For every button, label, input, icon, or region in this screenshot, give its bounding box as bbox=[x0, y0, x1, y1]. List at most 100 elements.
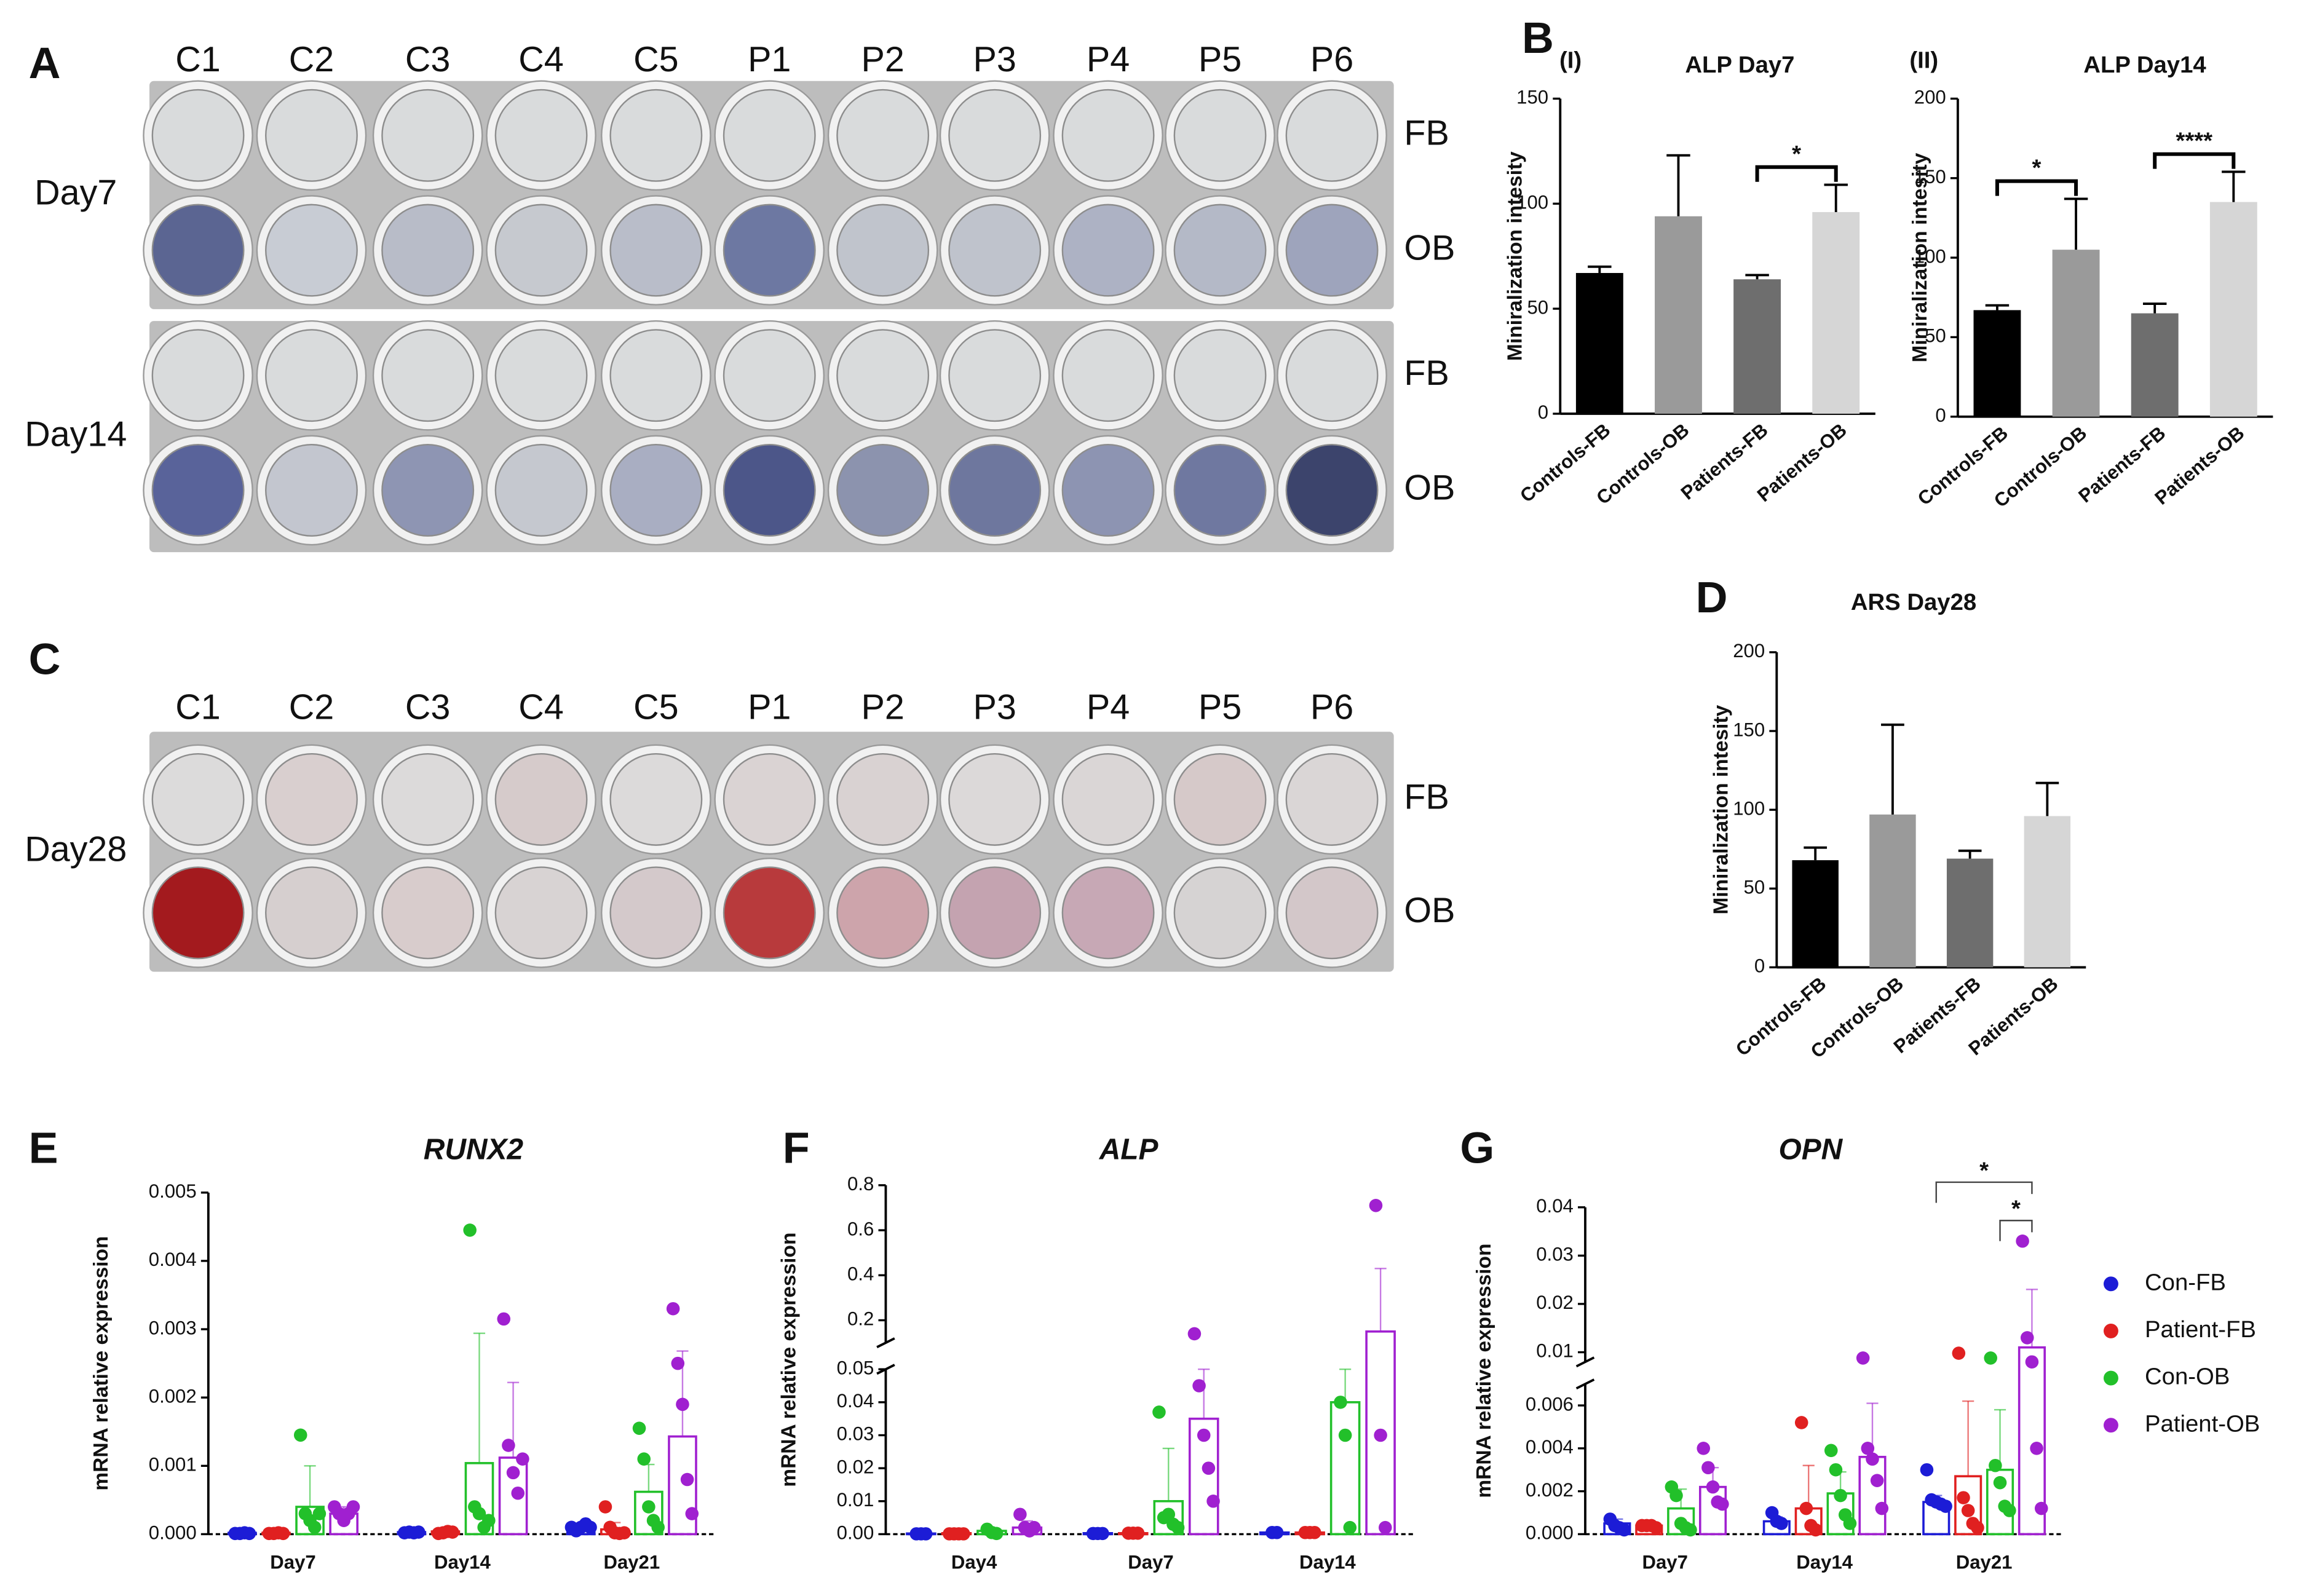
x-tick-label: Day7 bbox=[270, 1552, 315, 1573]
well bbox=[494, 866, 588, 960]
data-point bbox=[1369, 1199, 1383, 1212]
column-label: C3 bbox=[405, 40, 450, 79]
panel-label: D bbox=[1696, 573, 1728, 622]
data-point bbox=[1799, 1501, 1813, 1515]
data-point bbox=[1834, 1488, 1847, 1503]
y-axis-label: mRNA relative expression bbox=[778, 1233, 801, 1487]
data-point bbox=[1939, 1499, 1952, 1513]
column-label: P2 bbox=[861, 40, 905, 79]
well bbox=[151, 866, 245, 960]
well bbox=[265, 444, 358, 537]
well bbox=[265, 753, 358, 846]
y-tick-label: 100 bbox=[1733, 797, 1765, 819]
bar bbox=[1575, 273, 1623, 414]
data-point bbox=[957, 1527, 970, 1541]
column-label: P1 bbox=[748, 687, 791, 727]
chart-label: (I) bbox=[1559, 47, 1582, 74]
bar bbox=[1655, 216, 1702, 414]
data-point bbox=[1706, 1480, 1720, 1494]
bar bbox=[634, 1490, 663, 1536]
y-tick-label: 0.004 bbox=[1526, 1436, 1574, 1458]
well bbox=[265, 866, 358, 960]
well bbox=[494, 89, 588, 182]
well bbox=[1061, 444, 1155, 537]
y-tick-label: 0.2 bbox=[847, 1308, 874, 1330]
data-point bbox=[276, 1527, 290, 1541]
data-point bbox=[617, 1526, 631, 1539]
column-label: C5 bbox=[633, 40, 678, 79]
data-point bbox=[1187, 1327, 1202, 1341]
panel-label: E bbox=[29, 1124, 58, 1173]
data-point bbox=[685, 1507, 699, 1520]
y-axis-label: mRNA relative expression bbox=[90, 1236, 113, 1491]
chart-title: RUNX2 bbox=[424, 1133, 524, 1166]
y-tick-label: 0.03 bbox=[837, 1423, 874, 1445]
data-point bbox=[1202, 1461, 1216, 1475]
data-point bbox=[412, 1525, 426, 1539]
data-point bbox=[2034, 1501, 2048, 1515]
data-point bbox=[1206, 1494, 1220, 1508]
legend-label: Patient-FB bbox=[2145, 1316, 2256, 1343]
data-point bbox=[506, 1466, 520, 1480]
data-point bbox=[651, 1520, 665, 1535]
significance-bracket bbox=[1995, 179, 2078, 196]
well bbox=[836, 203, 930, 297]
x-tick-label: Day7 bbox=[1642, 1552, 1687, 1573]
y-tick-label: 0.02 bbox=[837, 1456, 874, 1477]
well bbox=[836, 444, 930, 537]
data-point bbox=[671, 1356, 685, 1370]
well bbox=[1285, 866, 1379, 960]
well bbox=[723, 444, 816, 537]
data-point bbox=[919, 1527, 933, 1541]
significance-label: * bbox=[2032, 155, 2042, 181]
row-label: OB bbox=[1404, 228, 1455, 267]
column-label: C1 bbox=[175, 687, 220, 727]
y-tick-label: 0.006 bbox=[1526, 1393, 1574, 1415]
data-point bbox=[1989, 1458, 2002, 1472]
data-point bbox=[511, 1486, 525, 1500]
column-label: P5 bbox=[1198, 687, 1242, 727]
well bbox=[151, 444, 245, 537]
column-label: C2 bbox=[289, 40, 334, 79]
y-tick-label: 100 bbox=[1914, 245, 1946, 267]
data-point bbox=[1013, 1507, 1027, 1522]
data-point bbox=[1197, 1428, 1211, 1442]
row-label: FB bbox=[1404, 354, 1449, 393]
data-point bbox=[632, 1421, 646, 1435]
y-tick-label: 0.6 bbox=[847, 1218, 874, 1239]
column-label: P5 bbox=[1198, 40, 1242, 79]
well bbox=[494, 444, 588, 537]
y-tick-label: 0.04 bbox=[1536, 1195, 1574, 1217]
y-tick-label: 100 bbox=[1516, 192, 1548, 213]
y-axis-label: Miniralization intesity bbox=[1710, 705, 1733, 914]
data-point bbox=[2025, 1355, 2039, 1369]
data-point bbox=[598, 1500, 612, 1514]
well bbox=[381, 203, 475, 297]
well bbox=[723, 329, 816, 422]
well bbox=[151, 329, 245, 422]
well bbox=[151, 89, 245, 182]
y-tick-label: 0.001 bbox=[149, 1454, 197, 1476]
well bbox=[836, 753, 930, 846]
well bbox=[265, 89, 358, 182]
data-point bbox=[1270, 1525, 1284, 1539]
y-tick-label: 150 bbox=[1914, 166, 1946, 188]
y-tick-label: 150 bbox=[1516, 87, 1548, 108]
data-point bbox=[1870, 1474, 1884, 1487]
column-label: P6 bbox=[1310, 687, 1353, 727]
column-label: P3 bbox=[973, 687, 1016, 727]
data-point bbox=[1171, 1520, 1185, 1535]
column-label: C5 bbox=[633, 687, 678, 727]
chart-title: ALP Day7 bbox=[1685, 52, 1794, 78]
column-label: C4 bbox=[518, 40, 563, 79]
y-tick-label: 50 bbox=[1527, 296, 1548, 318]
column-label: P4 bbox=[1087, 40, 1130, 79]
y-tick-label: 0 bbox=[1935, 405, 1946, 426]
well bbox=[1173, 866, 1267, 960]
data-point bbox=[1775, 1517, 1788, 1530]
y-tick-label: 0.01 bbox=[837, 1489, 874, 1511]
data-point bbox=[2003, 1504, 2016, 1517]
data-point bbox=[1334, 1396, 1347, 1409]
data-point bbox=[1028, 1520, 1041, 1535]
